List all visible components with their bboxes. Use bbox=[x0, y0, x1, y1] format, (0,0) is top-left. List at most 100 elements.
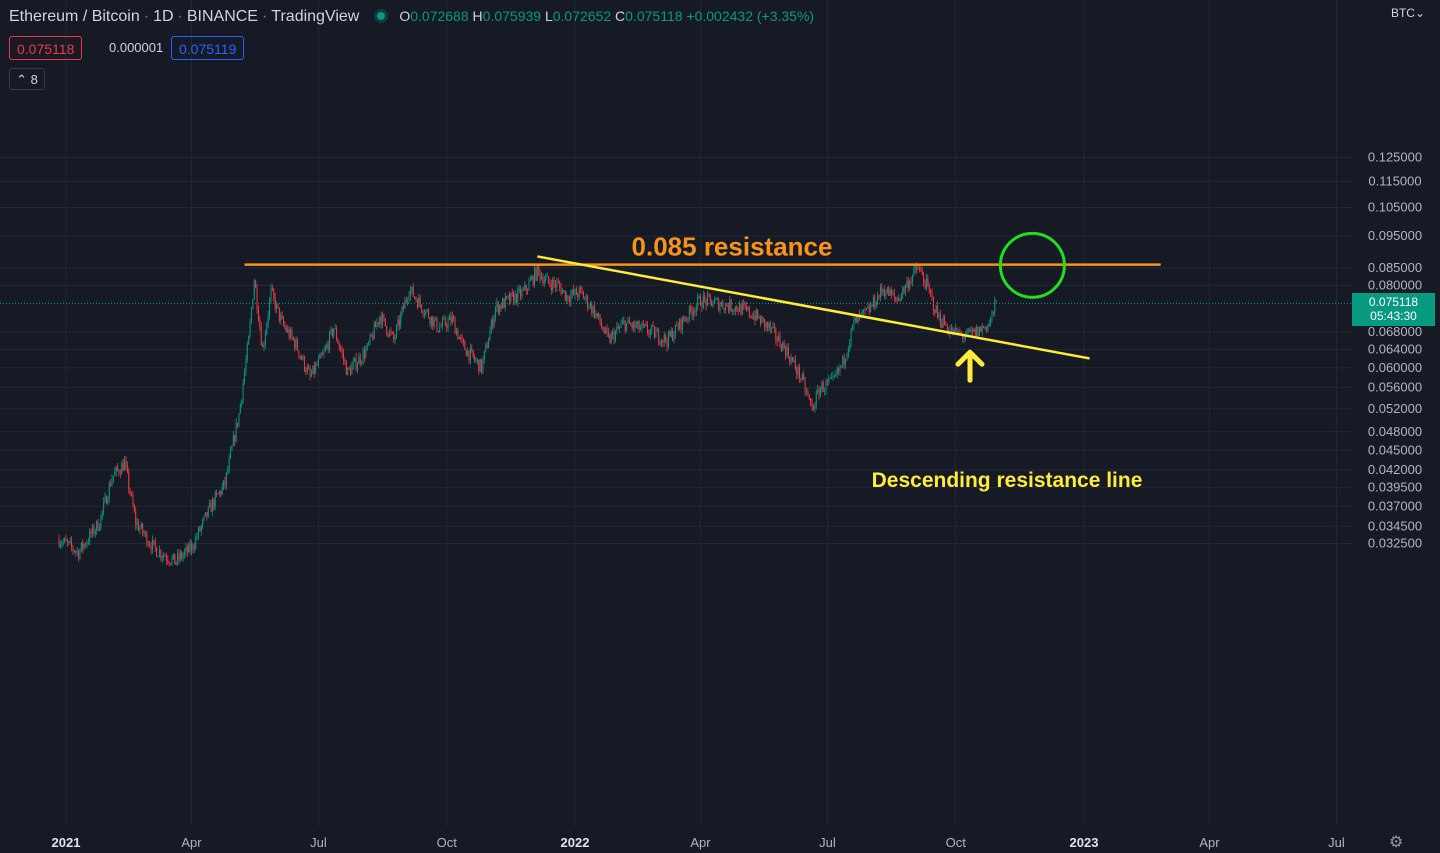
candle-body bbox=[274, 297, 276, 310]
candle-body bbox=[627, 319, 629, 324]
candle-body bbox=[694, 311, 696, 313]
candle-body bbox=[934, 310, 936, 314]
candle-body bbox=[637, 321, 639, 326]
y-tick-label: 0.064000 bbox=[1368, 341, 1422, 356]
candle-body bbox=[62, 541, 64, 544]
candle-body bbox=[510, 292, 512, 303]
symbol-name[interactable]: Ethereum / Bitcoin bbox=[9, 8, 140, 25]
candle-body bbox=[842, 356, 844, 366]
candle-body bbox=[472, 350, 474, 357]
candle-body bbox=[737, 310, 739, 312]
candle-body bbox=[213, 499, 215, 508]
candle-body bbox=[231, 446, 233, 451]
interval[interactable]: 1D bbox=[153, 8, 174, 25]
candle-body bbox=[900, 295, 902, 301]
annotations: 0.085 resistance Descending resistance l… bbox=[244, 231, 1161, 492]
candle-body bbox=[893, 293, 895, 297]
price-axis[interactable]: 0.125000 0.115000 0.105000 0.095000 0.085000… bbox=[1368, 149, 1422, 550]
candle-body bbox=[825, 380, 827, 391]
candle-body bbox=[914, 267, 916, 269]
candle-body bbox=[478, 359, 480, 372]
x-tick-label: Jul bbox=[1328, 835, 1345, 850]
candle-body bbox=[319, 354, 321, 359]
candle-body bbox=[189, 543, 191, 552]
candle-body bbox=[741, 303, 743, 315]
candle-body bbox=[172, 553, 174, 558]
candle-body bbox=[122, 463, 124, 471]
candle-body bbox=[928, 284, 930, 291]
indicators-toggle[interactable]: ⌃ 8 bbox=[9, 68, 45, 90]
candle-body bbox=[447, 319, 449, 328]
candle-body bbox=[839, 365, 841, 372]
trendline-label: Descending resistance line bbox=[872, 469, 1143, 492]
descending-trendline[interactable] bbox=[537, 255, 1090, 360]
candle-body bbox=[72, 546, 74, 551]
time-axis[interactable]: 2021 Apr Jul Oct 2022 Apr Jul Oct 2023 Apr Jul bbox=[52, 835, 1345, 850]
target-circle[interactable] bbox=[998, 231, 1066, 299]
bar-countdown: 05:43:30 bbox=[1370, 309, 1417, 324]
candle-body bbox=[125, 460, 127, 466]
candle-body bbox=[833, 375, 835, 377]
candle-body bbox=[659, 342, 661, 344]
settings-gear-icon[interactable]: ⚙ bbox=[1389, 834, 1404, 851]
candle-body bbox=[308, 367, 310, 370]
candle-body bbox=[495, 307, 497, 318]
candle-body bbox=[792, 357, 794, 361]
candle-body bbox=[670, 330, 672, 336]
resistance-label: 0.085 resistance bbox=[632, 232, 833, 262]
currency-selector[interactable]: BTC⌄ bbox=[1390, 6, 1425, 20]
candle-body bbox=[653, 326, 655, 338]
candle-body bbox=[380, 316, 382, 325]
candle-body bbox=[486, 344, 488, 348]
chart-grid bbox=[0, 0, 1352, 826]
candle-body bbox=[902, 287, 904, 296]
candle-body bbox=[991, 311, 993, 318]
candle-body bbox=[584, 298, 586, 300]
candle-body bbox=[688, 306, 690, 320]
candle-body bbox=[310, 374, 312, 376]
candle-body bbox=[372, 335, 374, 339]
candle-body bbox=[867, 306, 869, 309]
candle-body bbox=[85, 544, 87, 546]
candle-body bbox=[744, 304, 746, 307]
candle-body bbox=[358, 356, 360, 365]
candle-body bbox=[238, 413, 240, 426]
candle-body bbox=[660, 340, 662, 344]
candle-body bbox=[343, 352, 345, 360]
candle-body bbox=[386, 326, 388, 334]
buy-button[interactable]: 0.075119 bbox=[171, 36, 245, 60]
candle-body bbox=[407, 300, 409, 302]
candle-body bbox=[354, 357, 356, 362]
candle-body bbox=[507, 295, 509, 297]
candle-body bbox=[465, 350, 467, 356]
candle-body bbox=[563, 290, 565, 292]
candle-body bbox=[471, 348, 473, 351]
candle-body bbox=[216, 493, 218, 495]
candle-body bbox=[373, 323, 375, 339]
candle-body bbox=[177, 553, 179, 562]
x-tick-label: Oct bbox=[946, 835, 967, 850]
candle-body bbox=[985, 326, 987, 331]
candle-body bbox=[652, 325, 654, 327]
candle-body bbox=[536, 264, 538, 281]
candle-body bbox=[877, 295, 879, 305]
candle-body bbox=[782, 342, 784, 352]
candle-body bbox=[838, 368, 840, 372]
candle-body bbox=[337, 339, 339, 344]
candle-body bbox=[165, 556, 167, 561]
candle-body bbox=[492, 319, 494, 327]
candle-body bbox=[457, 330, 459, 339]
candle-body bbox=[422, 311, 424, 315]
candle-body bbox=[515, 293, 517, 303]
candle-body bbox=[340, 347, 342, 351]
candle-body bbox=[322, 353, 324, 356]
x-tick-label: 2023 bbox=[1070, 835, 1099, 850]
x-tick-label: 2021 bbox=[52, 835, 81, 850]
candle-body bbox=[591, 303, 593, 314]
candle-body bbox=[490, 319, 492, 331]
sell-button[interactable]: 0.075118 bbox=[9, 36, 83, 60]
candle-body bbox=[203, 515, 205, 520]
candle-body bbox=[882, 290, 884, 292]
candle-body bbox=[217, 493, 219, 495]
